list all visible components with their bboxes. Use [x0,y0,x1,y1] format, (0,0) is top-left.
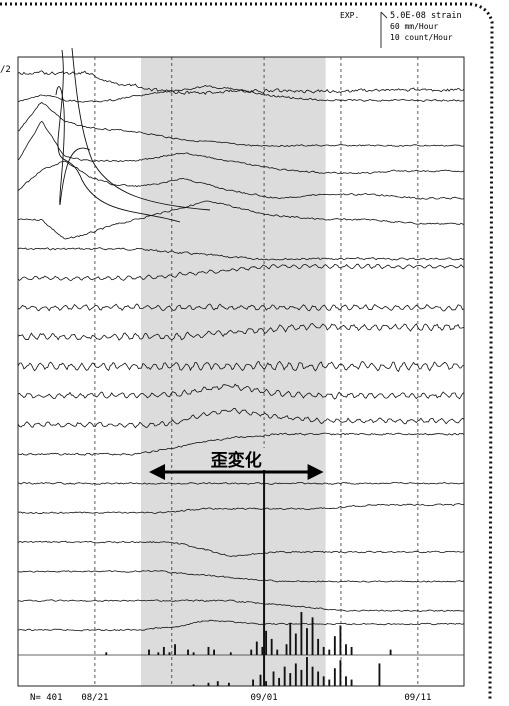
strain-trace-8 [17,263,465,281]
count-label: N= 401 [30,693,63,703]
count-bar-lower-194 [378,663,381,686]
count-bar-lower-155 [306,657,308,686]
count-bar-upper-158 [311,617,314,656]
annotation-arrow-right-head [307,464,324,480]
count-bar-lower-152 [300,669,303,686]
strain-trace-5 [17,160,465,200]
count-bar-lower-94 [192,684,195,686]
count-bar-upper-149 [294,633,297,655]
count-bar-upper-114 [229,652,232,655]
count-bar-lower-164 [322,676,325,686]
strain-trace-11 [17,360,465,373]
legend-label: EXP. [340,11,359,20]
count-bar-upper-91 [187,649,189,656]
count-bar-upper-81 [168,652,171,655]
x-tick-label-0: 08/21 [81,693,108,703]
disturbance-curve-3 [55,86,91,206]
count-bar-lower-149 [294,663,297,686]
annotation-label: 歪変化 [211,450,262,471]
shaded-period [141,57,326,686]
count-bar-lower-176 [345,676,347,686]
strain-trace-14 [17,432,465,456]
strain-trace-7 [17,247,465,261]
count-bar-lower-167 [328,679,331,686]
strain-trace-13 [17,407,465,429]
count-bar-upper-136 [270,638,273,656]
count-bar-upper-176 [345,644,347,655]
count-bar-lower-146 [289,673,292,686]
trace-group [17,47,465,632]
strain-trace-2 [17,85,465,103]
strain-trace-3 [17,101,465,148]
x-tick-label-2: 09/11 [404,693,431,703]
count-bar-lower-113 [227,682,230,686]
count-bar-upper-133 [265,630,268,655]
legend-tick-mark [380,11,388,19]
x-tick-labels: 08/21 09/01 09/11 [81,693,431,703]
count-bar-lower-179 [350,679,353,686]
count-bar-upper-139 [276,649,279,656]
count-bar-lower-107 [216,681,219,686]
strain-trace-20 [18,619,465,632]
count-bar-upper-146 [289,622,292,655]
plot-frame [17,56,465,687]
count-bar-upper-144 [285,644,288,655]
x-tick-label-1: 09/01 [251,693,278,703]
count-bar-lower-140 [278,677,281,686]
annotation-arrow-left-head [149,464,166,480]
count-bar-upper-170 [333,636,336,655]
strain-change-annotation: 歪変化 [149,448,324,480]
count-bar-lower-133 [265,681,268,686]
annotation-label-bg [204,448,269,468]
strain-trace-15 [17,481,465,485]
count-bar-lower-126 [252,679,255,686]
disturbance-curve-1 [57,49,181,223]
count-bar-lower-161 [317,671,320,686]
strain-trace-10 [17,323,465,341]
strain-trace-19 [17,599,465,613]
count-bar-lower-158 [311,666,314,686]
count-bar-upper-200 [389,649,392,656]
count-bar-upper-155 [306,628,308,656]
count-bar-lower-143 [283,666,286,686]
count-bar-lower-173 [339,660,342,686]
strain-trace-16 [17,503,465,514]
disturbance-curve-2 [71,47,211,211]
count-bar-upper-70 [148,649,150,656]
count-bar-upper-167 [328,649,331,656]
legend-line-1: 5.0E-08 strain [390,11,462,21]
count-bar-upper-173 [339,625,342,655]
dotted-boundary [0,2,494,701]
count-bar-lower-170 [333,668,336,686]
count-bar-lower-130 [259,674,262,686]
top-left-label: /2 [0,65,11,75]
count-bar-upper-179 [350,646,353,655]
count-bar-upper-164 [322,646,325,655]
count-bar-upper-84 [174,644,176,655]
strain-trace-6 [17,200,465,240]
strain-trace-18 [17,570,465,583]
count-bars [105,470,392,686]
strain-trace-12 [17,383,465,400]
count-bar-upper-94 [192,652,195,655]
count-bar-upper-75 [157,652,160,655]
count-bar-upper-152 [300,612,303,655]
count-bar-upper-105 [213,649,215,656]
count-bar-upper-161 [317,638,320,656]
count-bar-upper-125 [250,649,253,656]
count-bar-upper-102 [207,646,210,655]
count-bar-upper-78 [162,646,165,655]
count-bar-upper-47 [105,652,108,655]
strain-trace-17 [17,540,465,557]
count-bar-lower-137 [272,671,275,686]
count-bar-lower-102 [207,682,210,686]
count-bar-upper-131 [261,646,264,655]
count-bar-upper-128 [255,641,258,655]
legend-line-2: 60 mm/Hour [390,22,438,31]
legend-line-3: 10 count/Hour [390,33,453,42]
strain-trace-9 [18,303,465,312]
